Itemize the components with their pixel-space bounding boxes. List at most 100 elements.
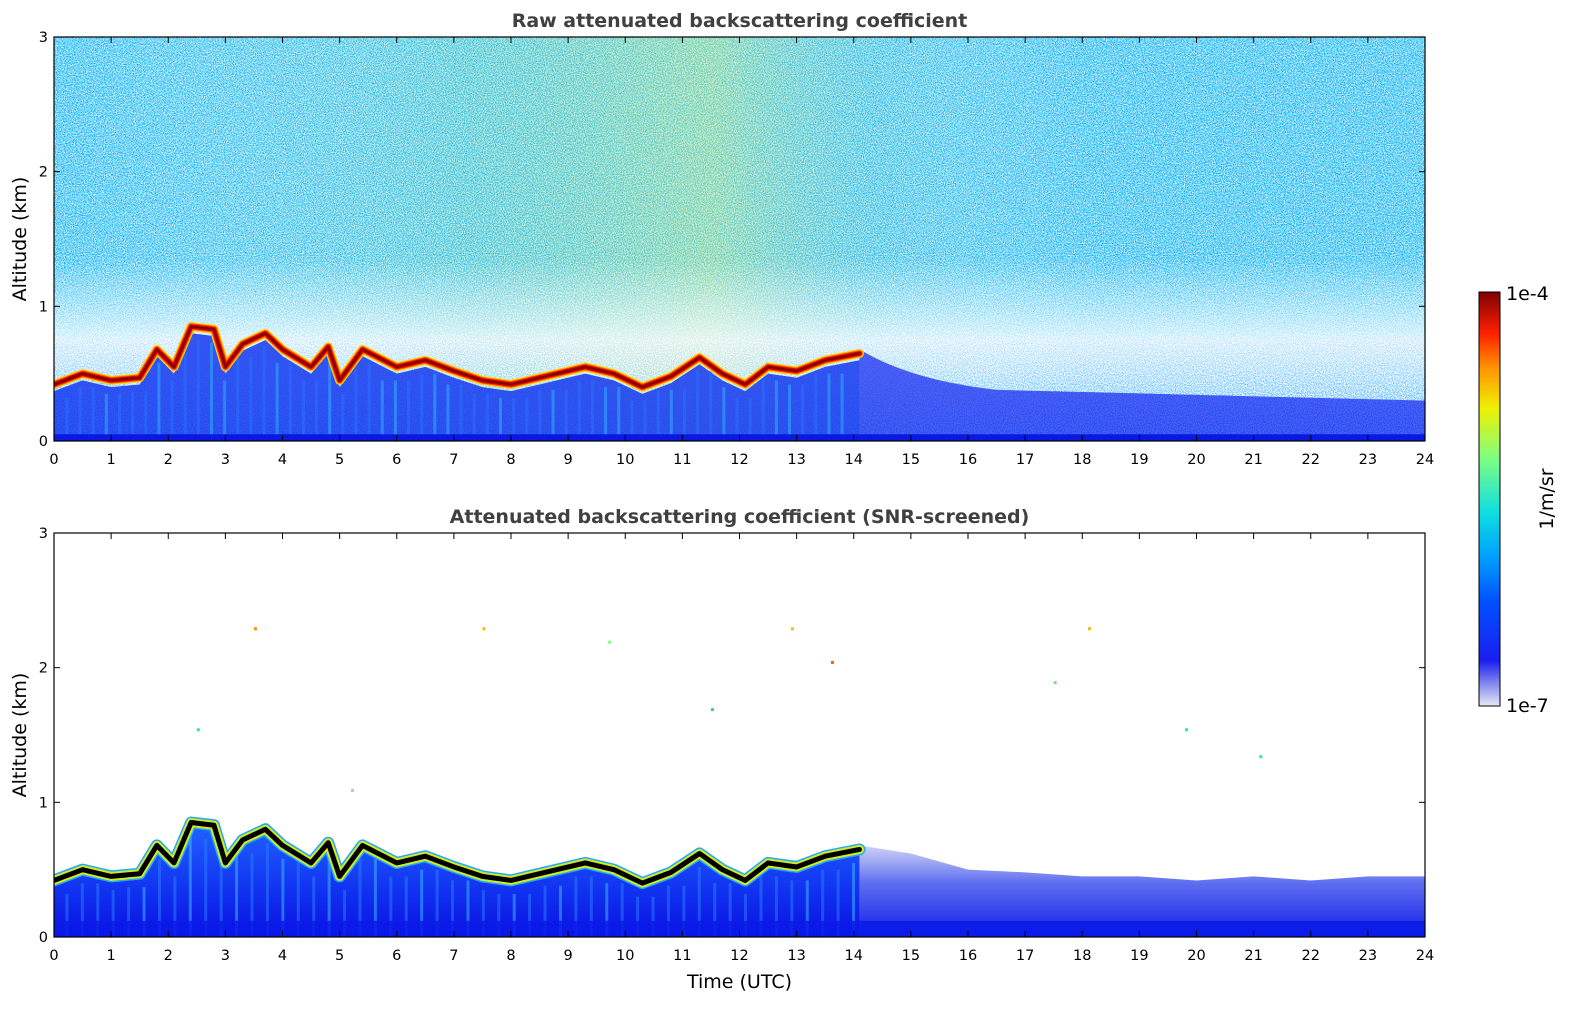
x-tick-label: 12 bbox=[730, 452, 748, 468]
screened-aerosol-streak bbox=[636, 896, 640, 937]
raw-aerosol-streak bbox=[328, 360, 332, 441]
raw-aerosol-streak bbox=[761, 380, 765, 441]
colorbar-max-label: 1e-4 bbox=[1506, 283, 1549, 305]
screened-aerosol-streak bbox=[744, 893, 748, 937]
y-tick-label: 2 bbox=[39, 165, 48, 181]
raw-aerosol-streak bbox=[301, 380, 305, 441]
raw-aerosol-streak bbox=[722, 387, 726, 441]
raw-aerosol-streak bbox=[525, 397, 529, 441]
screened-aerosol-streak bbox=[404, 876, 408, 937]
raw-aerosol-streak bbox=[144, 391, 148, 441]
x-tick-label: 10 bbox=[616, 452, 634, 468]
x-tick-label: 15 bbox=[902, 948, 920, 964]
screened-aerosol-streak bbox=[543, 885, 547, 937]
x-tick-label: 4 bbox=[278, 948, 287, 964]
screened-aerosol-streak bbox=[759, 876, 763, 937]
raw-aerosol-streak bbox=[696, 370, 700, 441]
raw-aerosol-streak bbox=[65, 397, 69, 441]
screened-aerosol-streak bbox=[821, 869, 825, 937]
raw-aerosol-streak bbox=[407, 380, 411, 441]
screened-aerosol-streak bbox=[389, 876, 393, 937]
x-tick-label: 1 bbox=[107, 948, 116, 964]
screened-aerosol-streak bbox=[358, 858, 362, 937]
screened-residual-layer bbox=[859, 845, 1425, 937]
screened-aerosol-body bbox=[54, 827, 860, 937]
screened-aerosol-streak bbox=[420, 869, 424, 937]
raw-aerosol-streak bbox=[617, 387, 621, 441]
x-tick-label: 11 bbox=[673, 948, 691, 964]
x-tick-label: 20 bbox=[1187, 948, 1205, 964]
noise-speck bbox=[351, 788, 355, 792]
screened-aerosol-streak bbox=[173, 876, 177, 937]
screened-aerosol-streak bbox=[574, 876, 578, 937]
screened-aerosol-streak bbox=[142, 887, 146, 937]
screened-y-axis-label: Altitude (km) bbox=[9, 673, 31, 798]
noise-speck bbox=[1259, 755, 1263, 759]
screened-aerosol-streak bbox=[852, 862, 856, 937]
raw-aerosol-streak bbox=[420, 373, 424, 441]
x-tick-label: 10 bbox=[616, 948, 634, 964]
x-tick-label: 24 bbox=[1416, 452, 1434, 468]
raw-aerosol-streak bbox=[459, 384, 463, 441]
raw-panel-title: Raw attenuated backscattering coefficien… bbox=[512, 10, 968, 32]
raw-aerosol-streak bbox=[223, 380, 227, 441]
screened-panel-title: Attenuated backscattering coefficient (S… bbox=[450, 506, 1030, 528]
screened-aerosol-streak bbox=[774, 876, 778, 937]
raw-aerosol-streak bbox=[551, 389, 555, 441]
y-tick-label: 2 bbox=[39, 661, 48, 677]
y-tick-label: 1 bbox=[39, 795, 48, 811]
raw-aerosol-streak bbox=[354, 362, 358, 441]
raw-aerosol-streak bbox=[367, 362, 371, 441]
colorbar-min-label: 1e-7 bbox=[1506, 695, 1549, 717]
colorbar: 1e-4 1e-7 1/m/sr bbox=[1478, 283, 1558, 717]
screened-aerosol-streak bbox=[327, 856, 331, 937]
screened-aerosol-streak bbox=[343, 889, 347, 937]
noise-speck bbox=[482, 627, 486, 631]
noise-speck bbox=[1053, 681, 1057, 685]
raw-aerosol-streak bbox=[249, 357, 253, 441]
screened-aerosol-streak bbox=[651, 896, 655, 937]
screened-aerosol-streak bbox=[219, 838, 223, 937]
screened-aerosol-streak bbox=[481, 889, 485, 937]
screened-aerosol-streak bbox=[558, 885, 562, 937]
raw-aerosol-streak bbox=[236, 357, 240, 441]
screened-aerosol-streak bbox=[466, 880, 470, 937]
screened-aerosol-streak bbox=[512, 893, 516, 937]
x-tick-label: 1 bbox=[107, 452, 116, 468]
screened-aerosol-streak bbox=[204, 838, 208, 937]
raw-aerosol-streak bbox=[643, 400, 647, 441]
raw-backscatter-panel: Raw attenuated backscattering coefficien… bbox=[9, 10, 1434, 468]
raw-aerosol-streak bbox=[183, 340, 187, 441]
screened-heatmap-field bbox=[54, 533, 1425, 937]
y-tick-label: 0 bbox=[39, 434, 48, 450]
raw-aerosol-streak bbox=[104, 393, 108, 441]
noise-speck bbox=[710, 708, 714, 712]
screened-aerosol-streak bbox=[697, 866, 701, 937]
raw-aerosol-streak bbox=[315, 380, 319, 441]
x-tick-label: 6 bbox=[392, 948, 401, 964]
screened-aerosol-streak bbox=[65, 893, 69, 937]
x-tick-label: 8 bbox=[506, 452, 515, 468]
raw-aerosol-streak bbox=[512, 397, 516, 441]
x-tick-label: 9 bbox=[564, 452, 573, 468]
screened-aerosol-streak bbox=[435, 869, 439, 937]
raw-aerosol-streak bbox=[774, 380, 778, 441]
raw-aerosol-streak bbox=[630, 400, 634, 441]
y-tick-label: 1 bbox=[39, 299, 48, 315]
screened-aerosol-streak bbox=[250, 853, 254, 937]
screened-aerosol-streak bbox=[296, 858, 300, 937]
raw-aerosol-streak bbox=[275, 362, 279, 441]
x-tick-label: 17 bbox=[1016, 452, 1034, 468]
raw-layer-band bbox=[54, 325, 861, 389]
raw-aerosol-streak bbox=[117, 393, 121, 441]
colorbar-ramp bbox=[1478, 291, 1501, 707]
raw-aerosol-streak bbox=[288, 362, 292, 441]
raw-aerosol-streak bbox=[209, 342, 213, 441]
screened-aerosol-streak bbox=[589, 876, 593, 937]
x-tick-label: 3 bbox=[221, 948, 230, 964]
raw-heatmap-field bbox=[54, 37, 1425, 441]
screened-aerosol-streak bbox=[281, 858, 285, 937]
x-tick-label: 23 bbox=[1359, 948, 1377, 964]
x-tick-label: 7 bbox=[449, 948, 458, 964]
screened-aerosol-streak bbox=[805, 880, 809, 937]
